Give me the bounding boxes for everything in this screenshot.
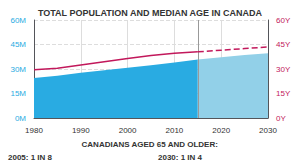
svg-text:0M: 0M xyxy=(15,114,26,123)
svg-text:2030: 2030 xyxy=(259,126,277,135)
svg-text:TOTAL POPULATION AND MEDIAN AG: TOTAL POPULATION AND MEDIAN AGE IN CANAD… xyxy=(38,8,263,18)
svg-text:15M: 15M xyxy=(10,89,26,98)
svg-text:2030: 1 IN 4: 2030: 1 IN 4 xyxy=(158,153,203,162)
svg-text:30M: 30M xyxy=(10,65,26,74)
svg-text:0Y: 0Y xyxy=(276,114,286,123)
svg-text:60Y: 60Y xyxy=(276,16,291,25)
svg-text:2005: 1 IN 8: 2005: 1 IN 8 xyxy=(8,153,53,162)
svg-text:45M: 45M xyxy=(10,40,26,49)
svg-text:30Y: 30Y xyxy=(276,65,291,74)
svg-text:15Y: 15Y xyxy=(276,89,291,98)
svg-text:CANADIANS AGED 65 AND OLDER:: CANADIANS AGED 65 AND OLDER: xyxy=(82,140,218,149)
svg-text:2010: 2010 xyxy=(166,126,184,135)
svg-text:60M: 60M xyxy=(10,16,26,25)
svg-text:45Y: 45Y xyxy=(276,40,291,49)
svg-text:1980: 1980 xyxy=(25,126,43,135)
svg-text:2000: 2000 xyxy=(119,126,137,135)
svg-text:1990: 1990 xyxy=(72,126,90,135)
svg-text:2020: 2020 xyxy=(212,126,230,135)
